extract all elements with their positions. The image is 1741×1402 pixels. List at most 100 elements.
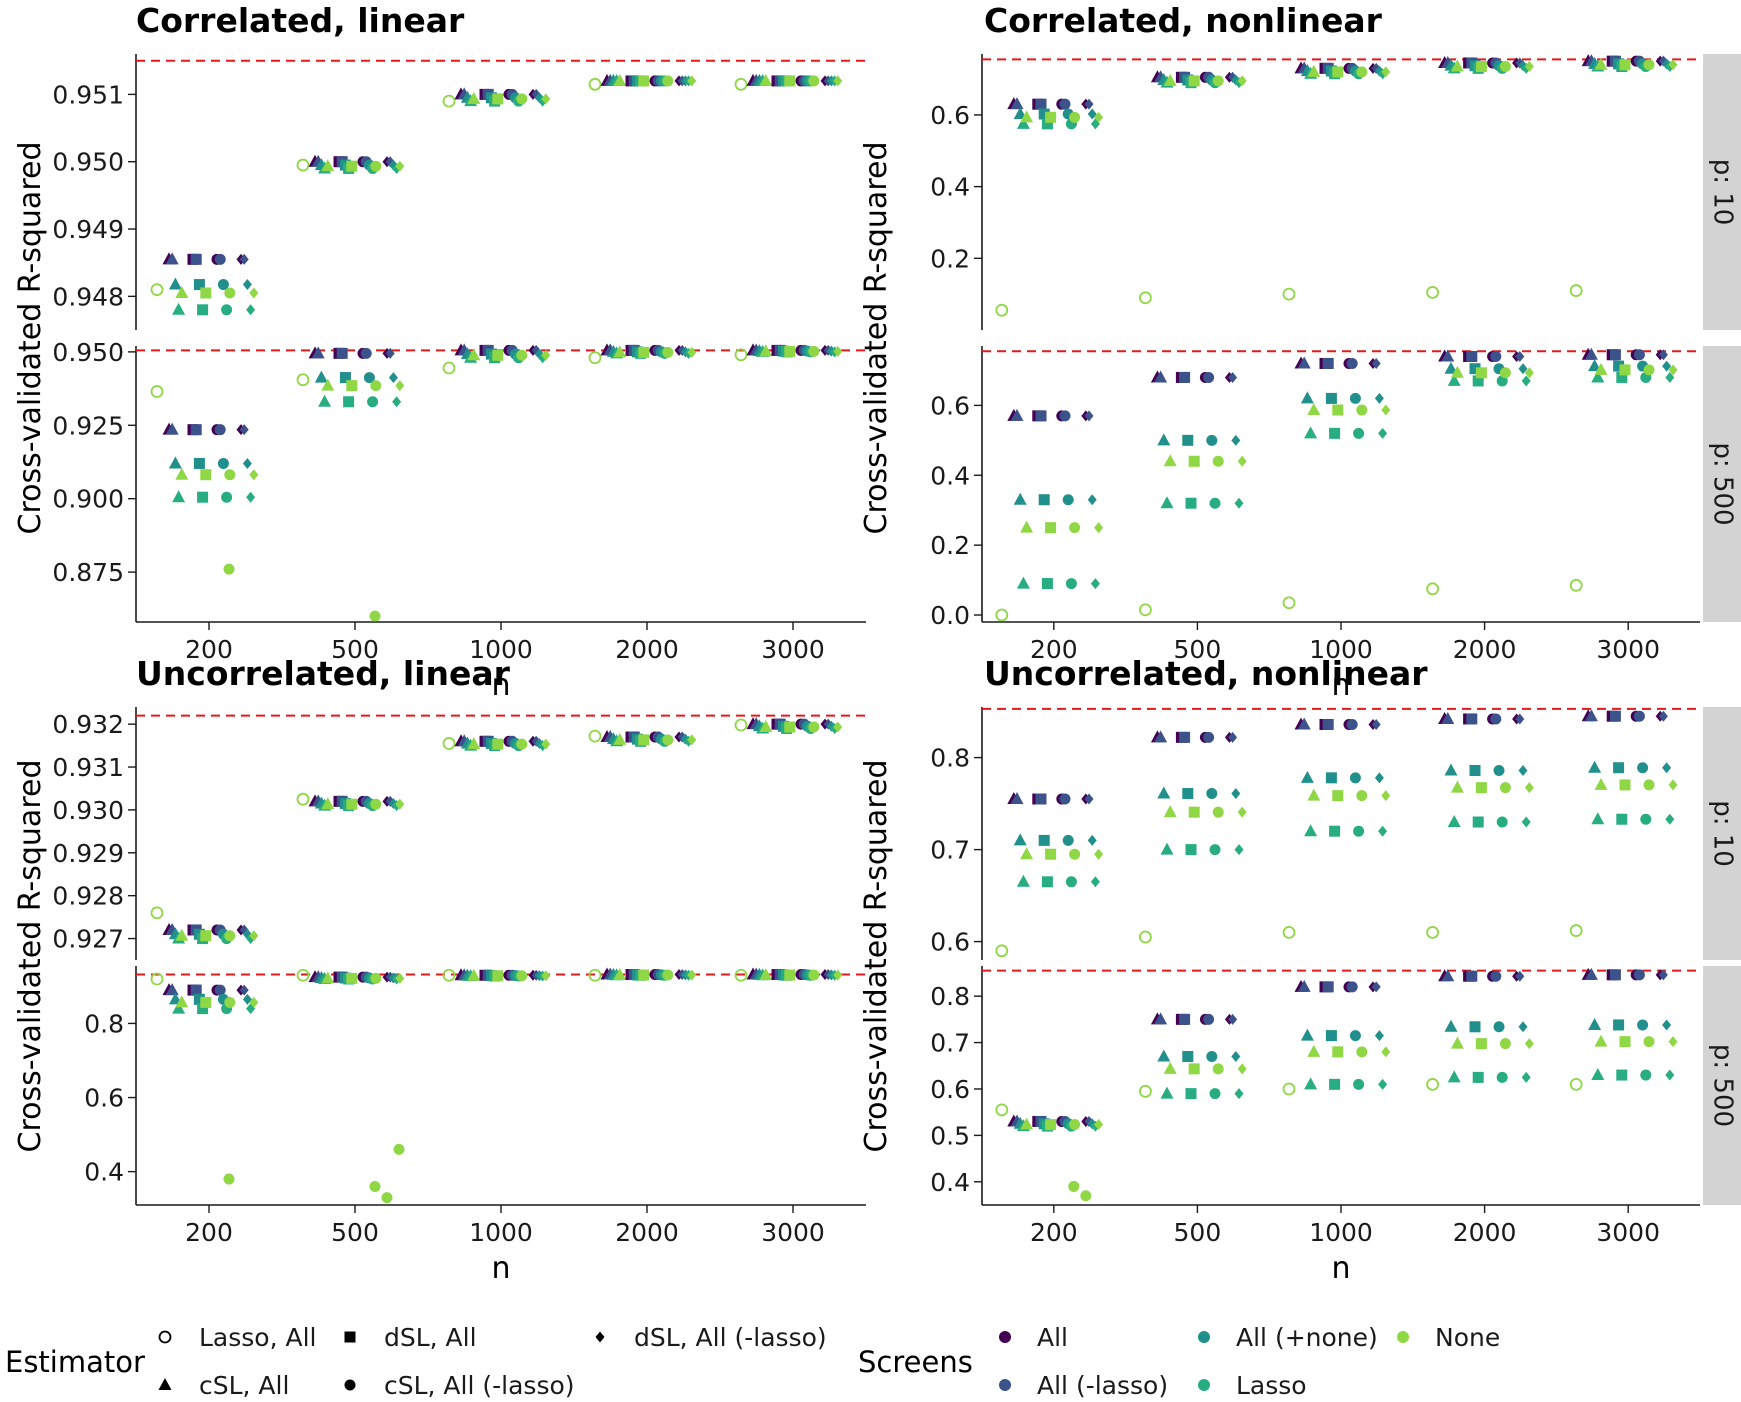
point-circle: [662, 734, 674, 746]
point-square: [190, 253, 202, 265]
point-diamond: [1228, 1013, 1238, 1025]
point-square: [1475, 782, 1487, 794]
point-diamond: [1378, 427, 1388, 439]
point-circle: [1499, 1038, 1511, 1050]
y-axis-label: Cross-validated R-squared: [13, 760, 48, 1153]
point-diamond: [541, 738, 551, 750]
point-circle: [1356, 404, 1368, 416]
point-square: [1332, 66, 1344, 78]
legend-estimator-label: cSL, All (-lasso): [384, 1371, 575, 1400]
point-triangle: [1157, 1049, 1171, 1062]
point-circle: [1065, 578, 1077, 590]
y-tick-label: 0.951: [52, 80, 124, 109]
point-triangle: [1163, 454, 1177, 467]
legend-screens-key: [999, 1331, 1011, 1343]
point-diamond: [388, 372, 398, 384]
facet-1: 0.0 0.2 0.4 0.6 p: 500 200 500 1000 2000 3000: [930, 346, 1741, 664]
point-diamond: [833, 75, 843, 87]
point-lasso-all: [1282, 596, 1296, 610]
point-diamond: [1524, 1038, 1534, 1050]
point-triangle: [1163, 805, 1177, 818]
point-square: [1182, 434, 1194, 446]
point-diamond: [395, 380, 405, 392]
point-circle: [1065, 876, 1077, 888]
point-square: [492, 970, 504, 982]
point-lasso-all: [1282, 926, 1296, 939]
point-circle: [1206, 1050, 1218, 1062]
point-lasso-all: [1569, 578, 1583, 592]
point-circle: [224, 996, 236, 1008]
point-square: [1179, 1013, 1191, 1025]
point-triangle: [311, 346, 325, 359]
point-diamond: [1374, 392, 1384, 404]
point-square: [190, 984, 202, 996]
point-triangle: [168, 277, 182, 290]
point-square: [197, 1003, 209, 1015]
point-diamond: [1231, 787, 1241, 799]
point-diamond: [1515, 713, 1525, 725]
point-square: [1616, 1069, 1628, 1081]
legend-estimator-label: Lasso, All: [199, 1323, 316, 1352]
point-circle: [370, 972, 382, 984]
point-circle: [662, 75, 674, 87]
point-circle: [1496, 1071, 1508, 1083]
facet-strip-label: p: 10: [1708, 800, 1738, 867]
y-tick-label: 0.7: [930, 836, 970, 865]
point-square: [1045, 848, 1057, 860]
point-square: [1613, 1019, 1625, 1031]
y-tick-label: 0.949: [52, 215, 124, 244]
point-circle: [516, 738, 528, 750]
point-square: [1475, 367, 1487, 379]
x-tick-label: 3000: [1596, 635, 1660, 664]
point-circle: [1059, 410, 1071, 422]
point-triangle: [1584, 709, 1598, 722]
point-lasso-all: [296, 158, 310, 172]
point-triangle: [1016, 874, 1030, 887]
y-tick-label: 0.8: [930, 982, 970, 1011]
point-circle: [1209, 497, 1221, 509]
point-triangle: [1591, 812, 1605, 825]
point-triangle: [1447, 373, 1461, 386]
point-triangle: [1594, 1034, 1608, 1047]
point-square: [1616, 813, 1628, 825]
point-triangle: [1591, 370, 1605, 383]
point-triangle: [1016, 116, 1030, 129]
point-square: [336, 347, 348, 359]
point-circle: [1633, 710, 1645, 722]
x-tick-label: 1000: [469, 1218, 533, 1247]
point-square: [1188, 1063, 1200, 1075]
panel-title: Correlated, linear: [136, 1, 465, 40]
point-square: [1188, 806, 1200, 818]
panel-0: Correlated, linear0.9480.9490.9500.9510.…: [13, 1, 866, 703]
point-triangle: [467, 968, 481, 981]
point-diamond: [1524, 367, 1534, 379]
y-tick-label: 0.927: [52, 925, 124, 954]
panel-2: Uncorrelated, linear 0.927 0.928 0.929 0.930…: [13, 654, 866, 1286]
point-diamond: [395, 972, 405, 984]
point-circle: [1643, 364, 1655, 376]
point-circle: [1633, 969, 1645, 981]
point-circle: [1493, 764, 1505, 776]
point-circle: [360, 347, 372, 359]
point-diamond: [1662, 762, 1672, 774]
point-circle: [808, 969, 820, 981]
point-diamond: [1234, 844, 1244, 856]
point-circle: [217, 457, 229, 469]
point-circle: [1212, 806, 1224, 818]
point-diamond: [687, 734, 697, 746]
point-diamond: [1371, 357, 1381, 369]
point-triangle: [613, 968, 627, 981]
point-lasso-all: [442, 94, 456, 108]
point-triangle: [613, 73, 627, 86]
point-circle: [1353, 825, 1365, 837]
point-square: [346, 972, 358, 984]
point-triangle: [1010, 408, 1024, 421]
point-diamond: [246, 491, 256, 503]
point-lasso-all: [296, 373, 310, 387]
x-tick-label: 200: [185, 635, 233, 664]
panel-3: Uncorrelated, nonlinear 0.6 0.7 0.8 p: 10 0.4…: [859, 654, 1741, 1286]
point-triangle: [1154, 1012, 1168, 1025]
point-lasso-all: [1282, 287, 1296, 301]
point-diamond: [1665, 813, 1675, 825]
point-square: [1045, 522, 1057, 534]
